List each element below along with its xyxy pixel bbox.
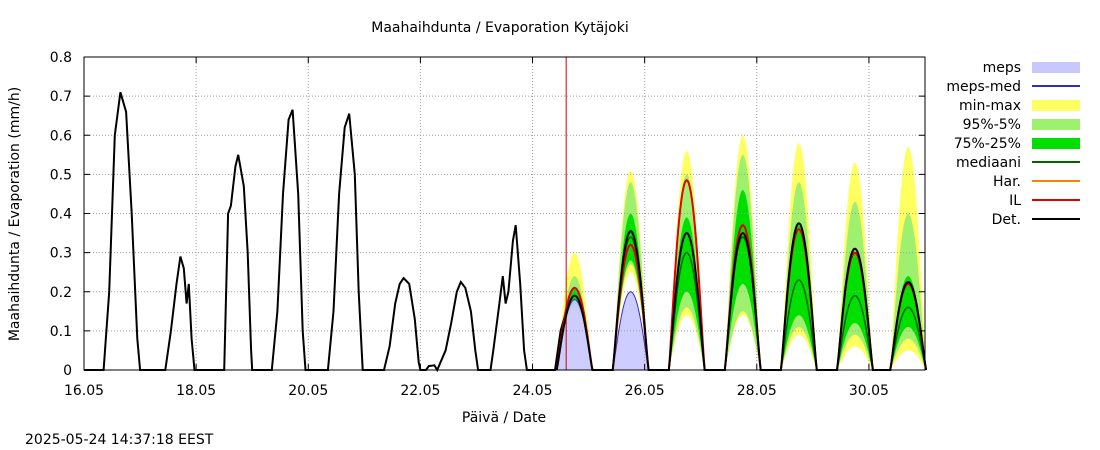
- x-tick-label: 20.05: [288, 383, 328, 399]
- legend-label: mediaani: [956, 155, 1021, 171]
- min-max-band-2: [612, 170, 649, 370]
- legend-label: Det.: [992, 212, 1021, 228]
- y-tick-label: 0.5: [50, 167, 72, 183]
- y-axis-label: Maahaihdunta / Evaporation (mm/h): [7, 87, 23, 341]
- axis-ticks: 0 0.1 0.2 0.3 0.4 0.5 0.6 0.7 0.8 16.05 18.05 20.05…: [50, 50, 925, 399]
- p75-25-band-5: [780, 225, 817, 370]
- x-tick-label: 22.05: [400, 383, 440, 399]
- x-tick-label: 28.05: [737, 383, 777, 399]
- legend-swatch: [1032, 62, 1080, 73]
- legend-label: IL: [1009, 193, 1021, 209]
- x-tick-label: 26.05: [625, 383, 665, 399]
- y-tick-label: 0.7: [50, 89, 72, 105]
- chart-title: Maahaihdunta / Evaporation Kytäjoki: [371, 20, 629, 36]
- y-tick-label: 0.8: [50, 50, 72, 66]
- series-lines: [84, 57, 928, 373]
- x-axis-label: Päivä / Date: [462, 410, 546, 426]
- p75-25-band-4: [724, 190, 761, 370]
- x-tick-label: 18.05: [176, 383, 216, 399]
- y-tick-label: 0.3: [50, 246, 72, 262]
- x-tick-label: 24.05: [512, 383, 552, 399]
- y-tick-label: 0.2: [50, 285, 72, 301]
- legend-swatch: [1032, 138, 1080, 149]
- y-tick-label: 0.1: [50, 324, 72, 340]
- y-tick-label: 0.6: [50, 128, 72, 144]
- legend: meps meps-med min-max 95%-5% 75%-25% mediaani…: [946, 60, 1080, 228]
- p75-25-band-6: [837, 252, 873, 370]
- legend-label: Har.: [993, 174, 1021, 190]
- legend-swatch: [1032, 100, 1080, 111]
- y-tick-label: 0.4: [50, 207, 72, 223]
- legend-swatch: [1032, 119, 1080, 130]
- x-tick-label: 30.05: [849, 383, 889, 399]
- det-line: [555, 222, 928, 371]
- legend-label: 95%-5%: [963, 117, 1021, 133]
- timestamp-label: 2025-05-24 14:37:18 EEST: [25, 432, 214, 448]
- observed-line: [84, 91, 568, 373]
- legend-label: 75%-25%: [954, 136, 1021, 152]
- y-tick-label: 0: [63, 363, 72, 379]
- p75-25-band-7: [890, 276, 927, 370]
- legend-label: meps-med: [946, 79, 1021, 95]
- meps-band-1: [556, 299, 593, 370]
- legend-label: meps: [983, 60, 1021, 76]
- x-tick-label: 16.05: [64, 383, 104, 399]
- legend-label: min-max: [959, 98, 1021, 114]
